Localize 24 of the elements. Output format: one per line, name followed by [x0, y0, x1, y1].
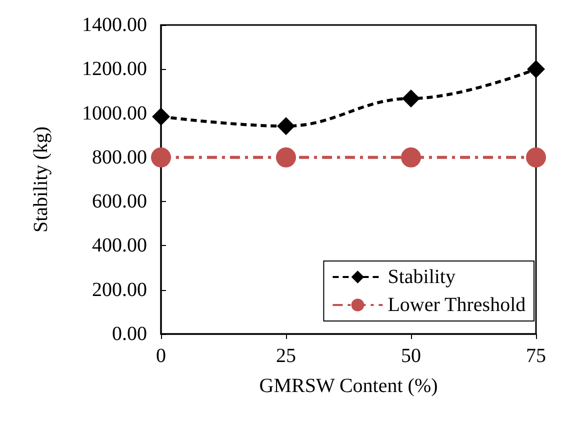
y-tick-label: 800.00 — [92, 146, 147, 168]
x-tick-label: 75 — [526, 345, 546, 367]
y-tick-label: 400.00 — [92, 234, 147, 257]
point — [152, 108, 170, 126]
point — [527, 60, 545, 78]
y-tick-label: 200.00 — [92, 278, 147, 301]
x-tick-label: 25 — [276, 345, 296, 367]
point — [402, 90, 420, 108]
point — [151, 147, 171, 168]
x-tick-label: 0 — [156, 345, 166, 367]
point — [276, 147, 296, 168]
y-tick-label: 600.00 — [92, 190, 147, 213]
y-tick-label: 0.00 — [112, 323, 147, 345]
y-tick-label: 1400.00 — [82, 14, 147, 36]
y-tick-label: 1000.00 — [82, 102, 147, 124]
legend-label: Stability — [388, 266, 456, 288]
point — [401, 147, 421, 168]
y-tick-label: 1200.00 — [82, 58, 147, 80]
point — [277, 117, 295, 136]
point — [526, 147, 546, 168]
legend-label: Lower Threshold — [388, 294, 526, 316]
y-axis-title: Stability (kg) — [30, 126, 52, 233]
x-tick-label: 50 — [401, 345, 421, 367]
x-axis-title: GMRSW Content (%) — [259, 375, 438, 397]
